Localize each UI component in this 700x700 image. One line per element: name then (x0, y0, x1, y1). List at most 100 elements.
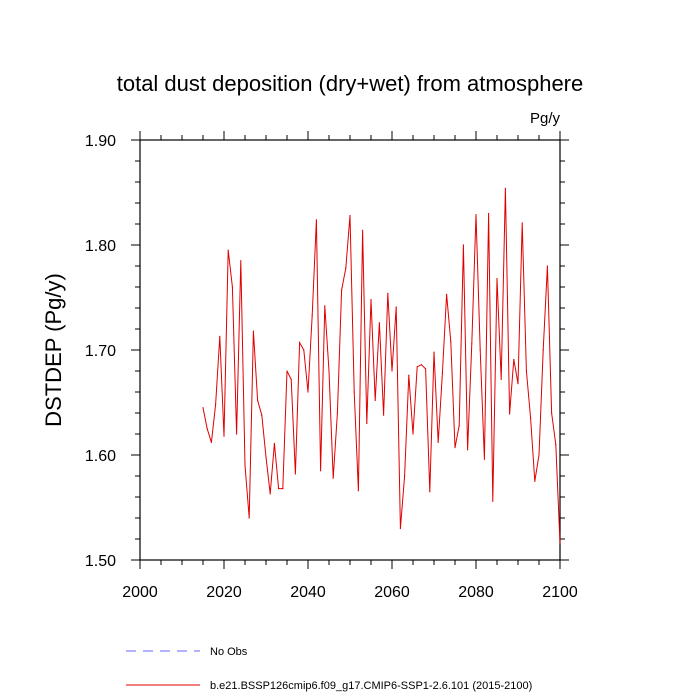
x-tick-label: 2080 (458, 584, 494, 601)
data-point (278, 488, 280, 490)
data-point (366, 422, 368, 425)
data-point (248, 517, 250, 519)
data-point (530, 417, 532, 419)
data-point (324, 305, 326, 307)
data-point (227, 249, 229, 251)
data-point (236, 433, 238, 435)
data-point (433, 351, 435, 353)
data-point (332, 477, 334, 479)
data-point (416, 366, 418, 368)
y-tick-label: 1.90 (85, 133, 116, 150)
data-point (525, 370, 528, 372)
data-point (458, 425, 460, 427)
y-axis-label: DSTDEP (Pg/y) (41, 273, 66, 427)
data-point (357, 490, 359, 492)
data-point (378, 322, 380, 324)
data-point (534, 480, 536, 482)
data-point (311, 314, 313, 316)
data-point (303, 349, 305, 351)
x-tick-label: 2060 (374, 584, 410, 601)
data-point (395, 306, 397, 308)
data-point (546, 265, 549, 267)
data-point (261, 414, 263, 416)
data-point (383, 414, 385, 416)
data-point (252, 330, 254, 332)
data-point (492, 500, 494, 502)
data-point (387, 292, 389, 294)
data-point (257, 399, 259, 401)
data-point (467, 449, 469, 451)
data-point (504, 187, 506, 189)
x-tick-label: 2100 (542, 584, 578, 601)
data-point (412, 433, 414, 435)
data-point (294, 473, 296, 475)
data-point (513, 358, 515, 361)
data-point (391, 370, 393, 372)
x-tick-label: 2020 (206, 584, 242, 601)
data-point (509, 413, 511, 415)
y-tick-label: 1.50 (85, 553, 116, 570)
series-points (202, 187, 561, 544)
data-point (450, 341, 452, 343)
data-point (496, 278, 498, 280)
data-point (219, 335, 221, 337)
data-point (307, 391, 309, 393)
legend-label-no-obs: No Obs (210, 646, 248, 658)
legend-label-model: b.e21.BSSP126cmip6.f09_g17.CMIP6-SSP1-2.… (210, 680, 532, 692)
data-point (555, 443, 557, 446)
data-point (425, 368, 427, 370)
data-point (374, 399, 376, 401)
data-point (488, 212, 490, 215)
legend: No Obs b.e21.BSSP126cmip6.f09_g17.CMIP6-… (126, 646, 532, 692)
data-point (500, 378, 502, 380)
data-point (437, 441, 439, 443)
y-tick-label: 1.80 (85, 238, 116, 255)
data-point (273, 442, 275, 445)
data-point (521, 222, 523, 224)
data-point (223, 435, 225, 437)
x-tick-label: 2040 (290, 584, 326, 601)
x-tick-label: 2000 (122, 584, 158, 601)
data-point (517, 383, 519, 385)
data-point (441, 372, 443, 374)
y-tick-label: 1.60 (85, 448, 116, 465)
data-point (559, 542, 561, 544)
data-point (353, 391, 355, 393)
data-point (244, 464, 246, 467)
x-tick-labels: 2000 2020 2040 2060 2080 2100 (122, 584, 578, 601)
data-point (462, 244, 464, 246)
data-point (215, 404, 217, 406)
data-point (483, 458, 485, 460)
data-point (538, 454, 540, 456)
data-point (370, 299, 372, 301)
data-point (479, 349, 481, 351)
data-point (210, 441, 212, 443)
data-point (345, 267, 347, 269)
data-point (341, 289, 343, 291)
data-point (429, 491, 431, 493)
data-point (299, 342, 301, 344)
data-point (454, 447, 456, 449)
data-point (446, 293, 448, 295)
y-tick-label: 1.70 (85, 343, 116, 360)
data-point (475, 213, 477, 216)
units-label: Pg/y (530, 110, 561, 127)
data-point (320, 470, 322, 472)
data-point (420, 364, 422, 366)
axis-ticks (131, 131, 569, 569)
data-point (408, 374, 410, 376)
data-point (349, 215, 351, 217)
data-point (265, 456, 267, 458)
data-point (336, 412, 338, 414)
data-point (362, 229, 364, 231)
data-point (269, 493, 271, 495)
data-point (290, 378, 292, 380)
series-line (202, 188, 561, 544)
data-point (202, 407, 204, 409)
data-point (315, 219, 317, 221)
y-tick-labels: 1.50 1.60 1.70 1.80 1.90 (85, 133, 116, 570)
plot-frame (139, 139, 561, 561)
data-point (282, 488, 284, 490)
data-point (471, 343, 473, 345)
